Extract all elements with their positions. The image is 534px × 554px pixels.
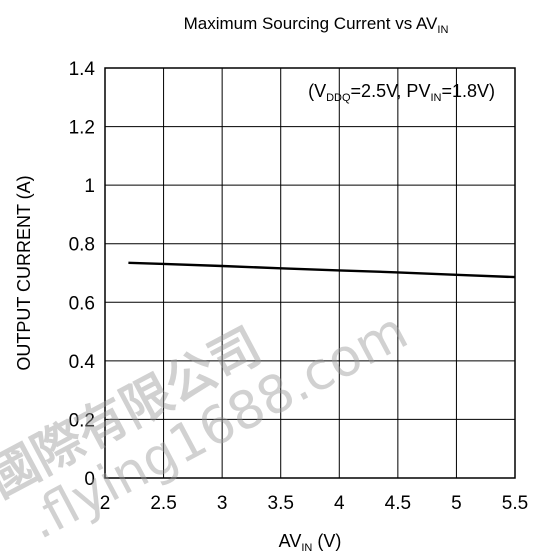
y-tick-label: 0.6 — [69, 293, 95, 314]
series-line — [128, 261, 516, 279]
x-tick-labels: 2 2.5 3 3.5 4 4.5 5 5.5 — [100, 493, 529, 514]
annotation: (VDDQ=2.5V, PVIN=1.8V) — [308, 81, 495, 104]
x-tick-label: 3.5 — [268, 493, 294, 514]
y-tick-label: 0.2 — [69, 410, 95, 431]
y-axis-label: OUTPUT CURRENT (A) — [14, 175, 34, 370]
x-tick-label: 5 — [451, 493, 462, 514]
x-tick-label: 4 — [334, 493, 345, 514]
y-tick-label: 0.4 — [69, 352, 96, 373]
x-axis-label: AVIN (V) — [279, 531, 342, 554]
x-tick-label: 5.5 — [502, 493, 528, 514]
chart-title: Maximum Sourcing Current vs AVIN — [184, 14, 449, 36]
x-tick-label: 2.5 — [150, 493, 176, 514]
y-tick-label: 1.2 — [69, 118, 95, 139]
y-tick-labels: 0 0.2 0.4 0.6 0.8 1 1.2 1.4 — [69, 59, 96, 490]
y-tick-label: 0 — [84, 469, 95, 490]
x-tick-label: 2 — [100, 493, 111, 514]
watermark: 國際有限公司 .flying1688.com — [0, 301, 417, 551]
chart-title-subscript: IN — [437, 24, 448, 36]
plot-frame — [104, 67, 516, 479]
y-tick-label: 0.8 — [69, 235, 95, 256]
x-tick-label: 4.5 — [385, 493, 411, 514]
series-layer — [128, 261, 516, 279]
y-tick-label: 1.4 — [69, 59, 96, 80]
x-tick-label: 3 — [217, 493, 228, 514]
y-tick-label: 1 — [84, 176, 95, 197]
